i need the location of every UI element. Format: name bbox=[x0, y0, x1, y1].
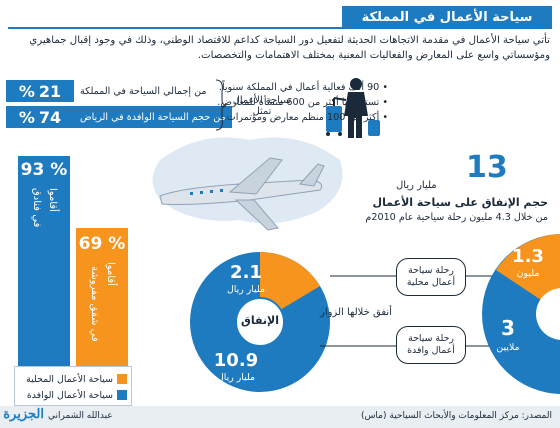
spent-label: أنفق خلالها الزوار bbox=[320, 307, 392, 318]
pie-domestic-value: 2.1 bbox=[230, 262, 262, 283]
footer: المصدر: مركز المعلومات والأبحاث السياحية… bbox=[0, 406, 560, 428]
stat-value-total: % 21 bbox=[6, 80, 74, 102]
spending-unit: مليار ريال bbox=[396, 180, 437, 191]
intro-paragraph: تأتي سياحة الأعمال في مقدمة الاتجاهات ال… bbox=[29, 35, 550, 61]
legend-swatch-orange bbox=[117, 374, 127, 384]
bar-hotels-label-2: في فنادق bbox=[31, 188, 42, 228]
pie-center bbox=[235, 297, 285, 347]
pie-inbound-unit: مليار ريال bbox=[216, 372, 256, 383]
newspaper-logo: الجزيرة bbox=[3, 407, 44, 422]
trips-domestic-value: 1.3 bbox=[512, 246, 544, 267]
bar-hotels bbox=[18, 156, 70, 400]
facts-list: 90 ألف فعالية أعمال في المملكة سنوياً. ت… bbox=[188, 80, 388, 125]
title-divider bbox=[8, 27, 552, 29]
legend-swatch-blue bbox=[117, 390, 127, 400]
fact-item: أكثر من 100 منظم معارض ومؤتمرات. bbox=[188, 110, 388, 125]
legend: سياحة الأعمال المحلية سياحة الأعمال الوا… bbox=[14, 366, 132, 406]
trips-pie bbox=[482, 234, 560, 394]
spending-title: حجم الإنفاق على سياحة الأعمال bbox=[372, 196, 548, 209]
spending-subtitle: من خلال 4.3 مليون رحلة سياحية عام 2010م bbox=[365, 212, 548, 223]
spending-value: 13 bbox=[466, 150, 508, 185]
bar-apartments-label-2: في شقق مفروشة bbox=[89, 266, 100, 342]
page-title: سياحة الأعمال في المملكة bbox=[342, 6, 552, 28]
pie-inbound-value: 10.9 bbox=[213, 350, 259, 371]
footer-source: المصدر: مركز المعلومات والأبحاث السياحية… bbox=[360, 411, 552, 421]
footer-author: عبدالله الشمراني bbox=[48, 411, 113, 421]
fact-item: 90 ألف فعالية أعمال في المملكة سنوياً. bbox=[188, 80, 388, 95]
bar-apartments-label-1: أقاموا bbox=[105, 262, 116, 286]
stat-value-riyadh: % 74 bbox=[6, 106, 74, 128]
fact-item: تستضيفها أكثر من 600 منشأة للمعارض. bbox=[188, 95, 388, 110]
callout-domestic-trips: رحلة سياحة أعمال محلية bbox=[396, 258, 466, 296]
bar-hotels-pct: 93 % bbox=[20, 160, 68, 180]
trips-inbound-unit: ملايين bbox=[496, 342, 520, 353]
stat-label-total: من إجمالي السياحة في المملكة bbox=[74, 80, 213, 102]
legend-item-domestic: سياحة الأعمال المحلية bbox=[19, 371, 127, 387]
bar-apartments-pct: 69 % bbox=[78, 234, 126, 254]
trips-domestic-unit: مليون bbox=[516, 268, 540, 279]
airplane-icon bbox=[159, 157, 325, 231]
trips-inbound-value: 3 bbox=[501, 316, 515, 340]
bar-hotels-label-1: أقاموا bbox=[47, 188, 58, 212]
trips-slice-domestic bbox=[496, 234, 560, 313]
stat-row-total: % 21 من إجمالي السياحة في المملكة bbox=[6, 80, 213, 102]
trips-pie-center bbox=[536, 288, 560, 340]
pie-domestic-unit: مليار ريال bbox=[226, 284, 266, 295]
legend-label-inbound: سياحة الأعمال الوافدة bbox=[26, 389, 113, 401]
pie-center-label: الإنفاق bbox=[241, 314, 279, 327]
callout-inbound-trips: رحلة سياحة أعمال وافدة bbox=[396, 326, 466, 364]
legend-label-domestic: سياحة الأعمال المحلية bbox=[26, 373, 113, 385]
legend-item-inbound: سياحة الأعمال الوافدة bbox=[19, 387, 127, 403]
spending-pie bbox=[190, 252, 330, 392]
